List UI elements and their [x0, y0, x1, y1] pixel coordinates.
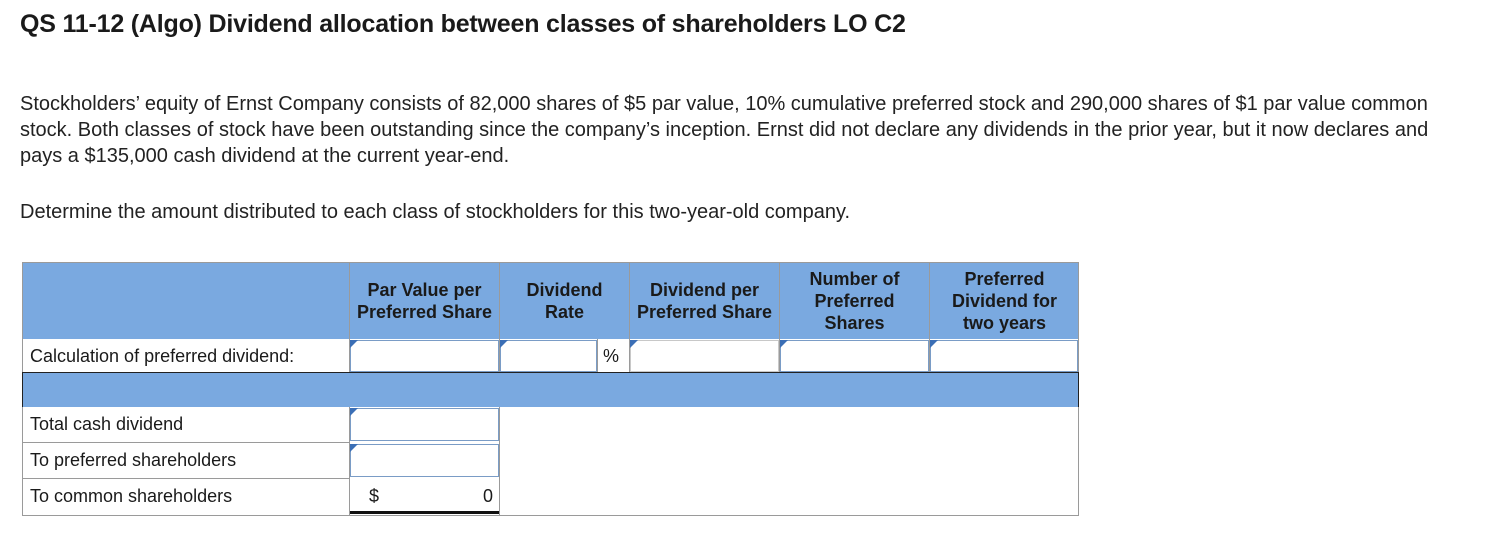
par-value-input[interactable]	[350, 340, 499, 372]
table-header: Par Value per Preferred Share Dividend R…	[22, 262, 1079, 340]
currency-symbol: $	[369, 486, 380, 506]
row-preferred-shareholders: To preferred shareholders	[23, 443, 349, 479]
total-cash-dividend-label: Total cash dividend	[30, 414, 184, 434]
calc-row-label: Calculation of preferred dividend:	[30, 346, 295, 366]
number-of-shares-input[interactable]	[780, 340, 929, 372]
dividend-rate-input[interactable]	[500, 340, 597, 372]
page-title: QS 11-12 (Algo) Dividend allocation betw…	[20, 10, 906, 38]
distribution-block: Total cash dividend To preferred shareho…	[22, 407, 1079, 516]
preferred-shareholders-label: To preferred shareholders	[30, 450, 237, 470]
total-cash-dividend-input[interactable]	[350, 408, 499, 441]
header-dividend-rate: Dividend Rate	[526, 280, 603, 322]
preferred-shareholders-input[interactable]	[350, 444, 499, 477]
calc-row: Calculation of preferred dividend: %	[22, 339, 1079, 374]
instruction-text: Determine the amount distributed to each…	[20, 201, 851, 223]
common-shareholders-label: To common shareholders	[30, 486, 233, 506]
header-preferred-dividend: Preferred Dividend for two years	[951, 269, 1057, 333]
header-number-of-shares: Number of Preferred Shares	[809, 269, 900, 333]
common-shareholders-cell: $ 0	[350, 479, 499, 514]
dividend-worksheet: Par Value per Preferred Share Dividend R…	[22, 262, 1079, 517]
preferred-dividend-input[interactable]	[930, 340, 1078, 372]
common-shareholders-value: 0	[482, 486, 493, 506]
percent-symbol: %	[603, 346, 620, 366]
header-dividend-per-share: Dividend per Preferred Share	[636, 280, 773, 322]
row-common-shareholders: To common shareholders	[23, 479, 349, 514]
row-total-cash-dividend: Total cash dividend	[23, 407, 349, 443]
problem-text: Stockholders’ equity of Ernst Company co…	[20, 93, 1429, 167]
separator-band	[22, 372, 1079, 408]
header-par-value: Par Value per Preferred Share	[356, 280, 493, 322]
dividend-per-share-cell	[630, 340, 779, 372]
